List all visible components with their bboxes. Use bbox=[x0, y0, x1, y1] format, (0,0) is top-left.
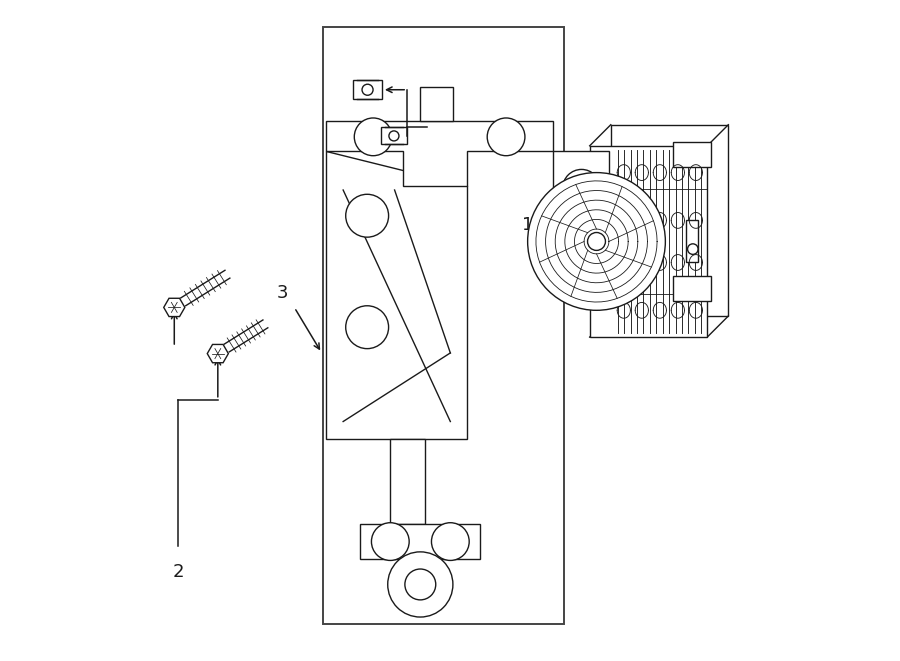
Bar bbox=[590, 146, 707, 337]
Polygon shape bbox=[326, 122, 554, 186]
Circle shape bbox=[562, 169, 600, 207]
Bar bbox=[673, 142, 711, 167]
Circle shape bbox=[389, 131, 399, 141]
Bar bbox=[381, 128, 407, 145]
Bar bbox=[611, 125, 728, 316]
Circle shape bbox=[588, 233, 606, 251]
Circle shape bbox=[431, 523, 469, 561]
Text: 2: 2 bbox=[173, 563, 184, 580]
Circle shape bbox=[355, 118, 392, 156]
Circle shape bbox=[388, 552, 453, 617]
Polygon shape bbox=[420, 87, 453, 122]
Circle shape bbox=[527, 173, 665, 310]
Polygon shape bbox=[207, 344, 229, 363]
Polygon shape bbox=[391, 439, 425, 524]
Polygon shape bbox=[326, 151, 467, 439]
Bar bbox=[353, 80, 382, 99]
Bar bbox=[673, 276, 711, 301]
Polygon shape bbox=[164, 298, 184, 317]
Polygon shape bbox=[360, 524, 481, 559]
Circle shape bbox=[487, 118, 525, 156]
Bar bbox=[323, 27, 564, 624]
Text: 4: 4 bbox=[432, 118, 444, 136]
Text: 3: 3 bbox=[276, 284, 288, 302]
Circle shape bbox=[362, 84, 374, 95]
Circle shape bbox=[346, 306, 389, 348]
Bar bbox=[686, 220, 698, 262]
Text: 1: 1 bbox=[522, 215, 533, 233]
Circle shape bbox=[346, 194, 389, 237]
Polygon shape bbox=[554, 151, 609, 224]
Circle shape bbox=[372, 523, 410, 561]
